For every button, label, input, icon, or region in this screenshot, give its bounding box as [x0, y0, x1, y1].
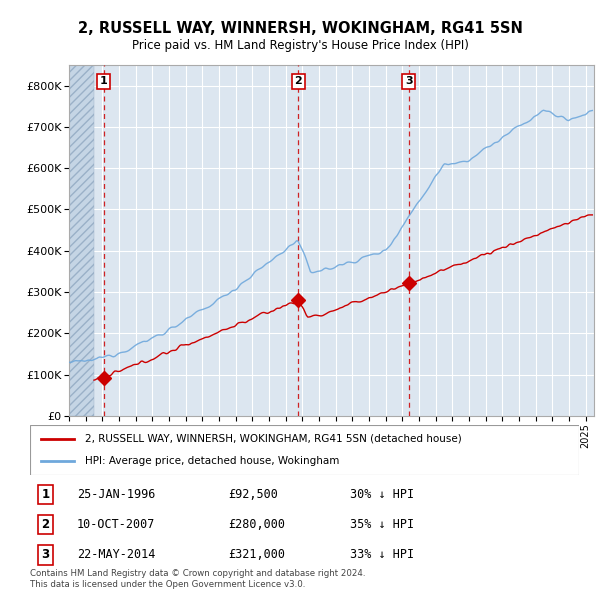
Text: HPI: Average price, detached house, Wokingham: HPI: Average price, detached house, Woki… [85, 456, 339, 466]
Text: £92,500: £92,500 [229, 488, 278, 501]
Bar [69, 65, 94, 416]
FancyBboxPatch shape [30, 425, 579, 475]
Text: 33% ↓ HPI: 33% ↓ HPI [350, 548, 414, 561]
Text: 2: 2 [294, 77, 302, 86]
Text: £321,000: £321,000 [229, 548, 286, 561]
Text: 22-MAY-2014: 22-MAY-2014 [77, 548, 155, 561]
Bar [69, 65, 94, 416]
Text: 35% ↓ HPI: 35% ↓ HPI [350, 518, 414, 531]
Text: 3: 3 [405, 77, 413, 86]
Text: 1: 1 [41, 488, 50, 501]
Text: 3: 3 [41, 548, 50, 561]
Text: 1: 1 [100, 77, 107, 86]
Text: 2, RUSSELL WAY, WINNERSH, WOKINGHAM, RG41 5SN: 2, RUSSELL WAY, WINNERSH, WOKINGHAM, RG4… [77, 21, 523, 35]
Text: Price paid vs. HM Land Registry's House Price Index (HPI): Price paid vs. HM Land Registry's House … [131, 39, 469, 52]
Text: 2: 2 [41, 518, 50, 531]
Text: 10-OCT-2007: 10-OCT-2007 [77, 518, 155, 531]
Text: £280,000: £280,000 [229, 518, 286, 531]
Text: 2, RUSSELL WAY, WINNERSH, WOKINGHAM, RG41 5SN (detached house): 2, RUSSELL WAY, WINNERSH, WOKINGHAM, RG4… [85, 434, 461, 444]
Text: 30% ↓ HPI: 30% ↓ HPI [350, 488, 414, 501]
Text: 25-JAN-1996: 25-JAN-1996 [77, 488, 155, 501]
Text: Contains HM Land Registry data © Crown copyright and database right 2024.
This d: Contains HM Land Registry data © Crown c… [30, 569, 365, 589]
